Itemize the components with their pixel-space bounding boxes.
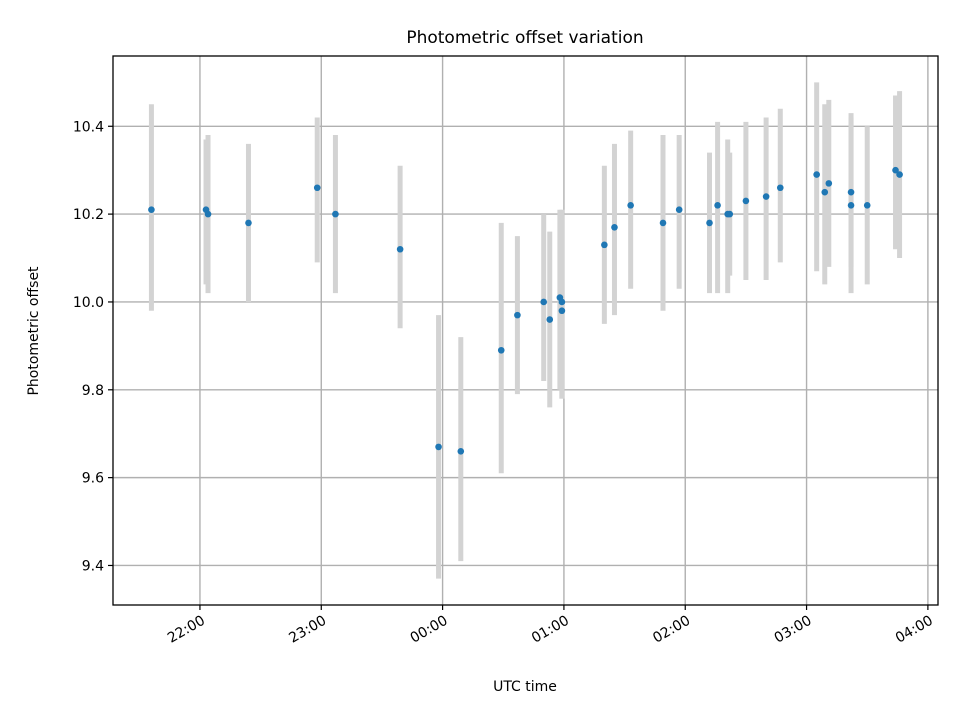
data-point xyxy=(896,171,903,178)
y-axis-ticks: 9.4 9.6 9.8 10.0 10.2 10.4 xyxy=(73,119,113,574)
data-point xyxy=(313,184,321,192)
plot-area-frame xyxy=(112,55,939,606)
data-points xyxy=(148,166,903,455)
data-point xyxy=(148,206,155,214)
y-tick-label: 9.6 xyxy=(82,471,104,487)
data-point xyxy=(558,298,566,306)
y-axis-label: Photometric offset xyxy=(26,266,42,396)
y-tick-label: 10.2 xyxy=(73,207,104,223)
data-point xyxy=(706,219,713,227)
data-point xyxy=(497,346,505,354)
data-point xyxy=(332,210,339,218)
data-point xyxy=(863,202,871,209)
data-point xyxy=(892,166,899,174)
data-point xyxy=(821,188,829,196)
data-point xyxy=(659,219,667,227)
data-point xyxy=(514,311,521,319)
data-point xyxy=(627,202,634,209)
chart-title: Photometric offset variation xyxy=(406,28,643,48)
data-point xyxy=(204,210,212,218)
data-point xyxy=(435,443,442,451)
x-axis-label: UTC time xyxy=(493,679,557,695)
y-tick-label: 10.4 xyxy=(73,119,104,135)
data-point xyxy=(726,210,734,218)
data-point xyxy=(611,223,618,231)
data-point xyxy=(558,307,566,315)
grid xyxy=(113,56,938,605)
data-point xyxy=(742,197,750,205)
data-point xyxy=(847,188,855,196)
data-point xyxy=(546,316,554,323)
data-point xyxy=(776,184,784,192)
data-point xyxy=(714,202,721,209)
data-point xyxy=(245,219,252,227)
data-point xyxy=(847,202,855,209)
y-tick-label: 9.4 xyxy=(82,558,104,574)
y-tick-label: 10.0 xyxy=(73,295,104,311)
data-point xyxy=(762,193,770,200)
data-point xyxy=(457,447,465,455)
data-point xyxy=(540,298,547,306)
data-point xyxy=(813,171,820,178)
y-tick-label: 9.8 xyxy=(82,383,104,399)
data-point xyxy=(825,180,833,187)
data-point xyxy=(396,245,404,253)
data-point xyxy=(601,241,608,249)
data-point xyxy=(675,206,683,214)
